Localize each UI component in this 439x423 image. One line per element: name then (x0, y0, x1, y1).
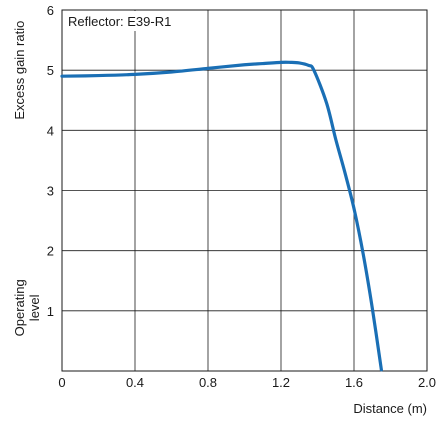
x-tick-label: 0.8 (199, 375, 217, 390)
y-tick-label: 2 (47, 244, 54, 259)
y-axis-label: Excess gain ratio (12, 21, 27, 120)
y-tick-label: 5 (47, 63, 54, 78)
x-tick-label: 0 (58, 375, 65, 390)
x-tick-label: 0.4 (126, 375, 144, 390)
legend-box: Reflector: E39-R1 (63, 11, 205, 31)
operating-level-annotation-line2: level (27, 294, 42, 321)
y-tick-label: 4 (47, 123, 54, 138)
x-tick-label: 1.2 (272, 375, 290, 390)
x-tick-label: 2.0 (418, 375, 436, 390)
x-axis-label: Distance (m) (353, 401, 427, 416)
x-tick-label: 1.6 (345, 375, 363, 390)
y-tick-label: 6 (47, 3, 54, 18)
y-tick-label: 3 (47, 184, 54, 199)
operating-level-annotation-line1: Operating (12, 279, 27, 336)
legend-box-text: Reflector: E39-R1 (68, 14, 171, 29)
y-tick-label: 1 (47, 304, 54, 319)
